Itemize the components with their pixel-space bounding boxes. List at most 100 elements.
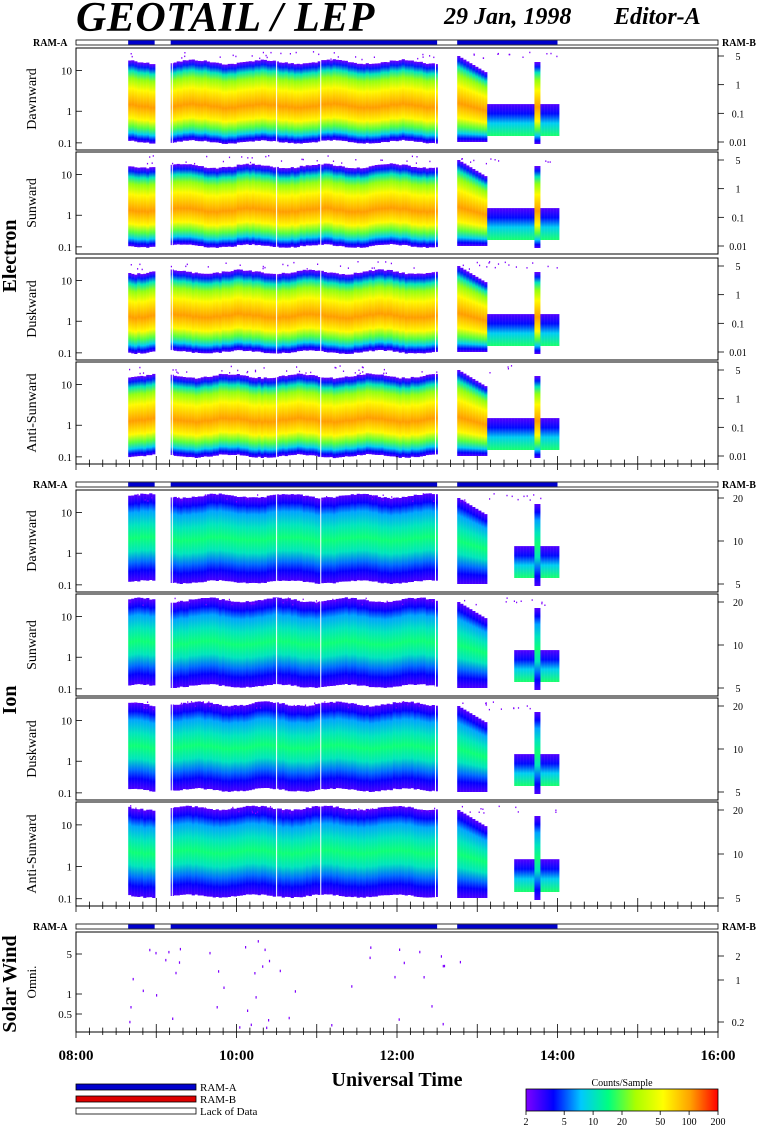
y-tick-label: 1 (67, 316, 73, 328)
spectrogram-column (392, 497, 396, 584)
spectrogram-column (176, 704, 180, 791)
spectrogram-column (481, 616, 485, 688)
spectrogram-column (152, 64, 156, 144)
spectrogram-column (254, 378, 258, 458)
spectrogram-column (152, 810, 156, 898)
spectrogram-column (368, 64, 372, 144)
y-tick-label: 1 (67, 861, 73, 873)
spectrogram-column (416, 495, 420, 582)
speckle (139, 366, 141, 369)
spectrogram-column (275, 61, 279, 142)
spectrogram-column (431, 599, 435, 686)
spectrogram-column (460, 603, 464, 688)
solar-wind-point (218, 970, 220, 973)
spectrogram-column (401, 701, 405, 789)
spectrogram-column (428, 705, 432, 792)
spectrogram-column (257, 701, 261, 789)
spectrogram-column (457, 56, 461, 142)
speckle (172, 369, 174, 371)
solar-wind-point (132, 977, 134, 981)
y-tick-label: 10 (61, 820, 73, 832)
spectrogram-column (359, 599, 363, 686)
spectrogram-column (317, 703, 321, 790)
spectrogram-column (338, 165, 342, 246)
spectrogram-column (469, 713, 473, 792)
spectrogram-column (200, 273, 204, 354)
spectrogram-column (338, 598, 342, 685)
spectrogram-column (362, 374, 366, 455)
spectrogram-column (305, 63, 309, 143)
speckle (544, 604, 546, 606)
spectrogram-column (272, 377, 276, 458)
spectrogram-column (475, 716, 479, 792)
spectrogram-column (236, 164, 240, 245)
speckle (131, 55, 133, 58)
spectrogram-column (383, 164, 387, 245)
spectrogram-column (460, 499, 464, 584)
spectrogram-column (296, 705, 300, 791)
speckle (506, 494, 508, 497)
spectrogram-column (263, 599, 267, 686)
speckle (429, 160, 431, 163)
spectrogram-column (505, 104, 509, 136)
spectrogram-column (227, 166, 231, 247)
spectrogram-column (332, 272, 336, 353)
speckle (306, 268, 308, 270)
spectrogram-column (197, 378, 201, 458)
spectrogram-column (374, 495, 378, 582)
spectrogram-column (248, 806, 252, 895)
solar-wind-point (398, 1018, 400, 1021)
spectrogram-column (206, 61, 210, 142)
solar-wind-point (156, 994, 158, 997)
spectrogram-column (185, 60, 189, 141)
spectrogram-column (140, 808, 144, 897)
right-tick-label: 10 (733, 850, 743, 861)
spectrogram-column (173, 496, 177, 583)
spectrogram-column (425, 273, 429, 353)
spectrogram-column (257, 60, 261, 141)
spectrogram-column (209, 702, 213, 790)
speckle (546, 53, 548, 55)
speckle (204, 494, 206, 496)
spectrogram-column (140, 597, 144, 685)
spectrogram-column (275, 597, 279, 685)
spectrogram-column (460, 707, 464, 792)
spectrogram-column (353, 809, 357, 897)
spectrogram-column (475, 170, 479, 246)
spectrogram-column (544, 208, 548, 240)
spectrogram-column (359, 168, 363, 248)
spectrogram-column (401, 377, 405, 457)
speckle (406, 160, 408, 162)
speckle (402, 701, 404, 703)
speckle (358, 808, 360, 810)
spectrogram-column (466, 711, 470, 792)
spectrogram-column (514, 546, 518, 578)
spectrogram-column (434, 373, 438, 455)
spectrogram-column (227, 600, 231, 687)
spectrogram-column (203, 598, 207, 685)
speckle (516, 601, 518, 604)
spectrogram-column (176, 61, 180, 142)
spectrogram-column (263, 273, 267, 354)
spectrogram-column (407, 165, 411, 246)
speckle (547, 161, 549, 163)
spectrogram-column (194, 497, 198, 583)
spectrogram-column (365, 271, 369, 352)
spectrogram-column (317, 498, 321, 584)
spectrogram-column (356, 599, 360, 686)
panel-label-dawnward: Dawnward (25, 68, 40, 129)
spectrogram-column (434, 600, 438, 687)
speckle (549, 161, 551, 163)
speckle (187, 701, 189, 703)
spectrogram-column (323, 703, 327, 790)
speckle (230, 365, 232, 368)
solar-wind-point (423, 976, 425, 979)
spectrogram-column (212, 62, 216, 143)
spectrogram-column (386, 62, 390, 143)
spectrogram-column (517, 104, 521, 136)
spectrogram-column (245, 163, 249, 245)
speckle (361, 58, 363, 61)
legend-label: RAM-A (200, 1082, 237, 1094)
spectrogram-column (526, 208, 530, 240)
spectrogram-column (553, 859, 557, 892)
